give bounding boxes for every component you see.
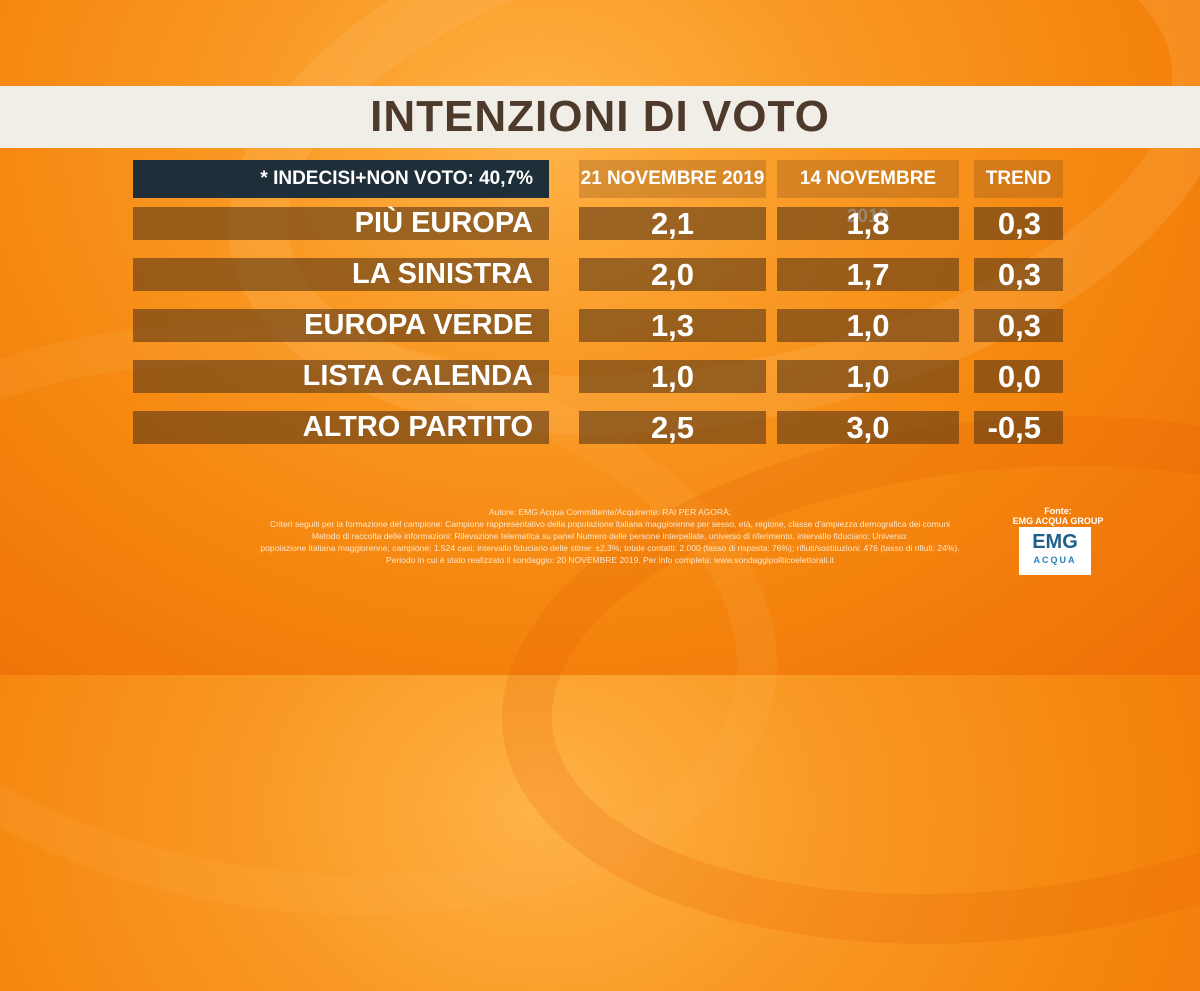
- footnote-line: Autore: EMG Acqua Committente/Acquirente…: [488, 507, 732, 517]
- footnote-line: Periodo in cui è stato realizzato il son…: [386, 555, 834, 565]
- cell-21-nov: 2,1: [579, 207, 766, 240]
- cell-14-nov: 3,0: [777, 411, 959, 444]
- emg-acqua-logo: EMG ACQUA: [1019, 527, 1091, 575]
- logo-sub-text: ACQUA: [1033, 555, 1077, 565]
- cell-trend: 0,3: [974, 258, 1063, 291]
- cell-trend: 0,3: [974, 207, 1063, 240]
- cell-14-nov: 1,7: [777, 258, 959, 291]
- cell-21-nov: 2,5: [579, 411, 766, 444]
- logo-main-text: EMG: [1032, 531, 1078, 553]
- methodology-footnote: Autore: EMG Acqua Committente/Acquirente…: [240, 506, 980, 566]
- cell-14-nov: 1,0: [777, 360, 959, 393]
- cell-14-nov: 1,8: [777, 207, 959, 240]
- source-label: Fonte: EMG ACQUA GROUP: [1008, 506, 1108, 526]
- footnote-line: popolazione italiana maggiorenne; campio…: [260, 543, 960, 553]
- footnote-line: Metodo di raccolta delle informazioni: R…: [311, 531, 909, 541]
- party-label: PIÙ EUROPA: [133, 207, 549, 240]
- cell-trend: -0,5: [974, 411, 1063, 444]
- cell-21-nov: 1,0: [579, 360, 766, 393]
- background-swirl: [475, 369, 1200, 991]
- cell-21-nov: 2,0: [579, 258, 766, 291]
- column-header-21-nov: 21 NOVEMBRE 2019: [579, 160, 766, 198]
- cell-14-nov: 1,0: [777, 309, 959, 342]
- page-title: INTENZIONI DI VOTO: [370, 92, 830, 141]
- title-band: INTENZIONI DI VOTO: [0, 86, 1200, 148]
- party-label: LA SINISTRA: [133, 258, 549, 291]
- party-label: EUROPA VERDE: [133, 309, 549, 342]
- source-label-line: Fonte:: [1044, 506, 1072, 516]
- footnote-line: Criteri seguiti per la formazione del ca…: [269, 519, 951, 529]
- source-label-line: EMG ACQUA GROUP: [1012, 516, 1104, 526]
- column-header-14-nov: 14 NOVEMBRE 2019: [777, 160, 959, 227]
- cell-trend: 0,3: [974, 309, 1063, 342]
- cell-21-nov: 1,3: [579, 309, 766, 342]
- column-header-trend: TREND: [974, 160, 1063, 198]
- party-label: ALTRO PARTITO: [133, 411, 549, 444]
- cell-trend: 0,0: [974, 360, 1063, 393]
- party-label: LISTA CALENDA: [133, 360, 549, 393]
- undecided-note: * INDECISI+NON VOTO: 40,7%: [133, 160, 549, 198]
